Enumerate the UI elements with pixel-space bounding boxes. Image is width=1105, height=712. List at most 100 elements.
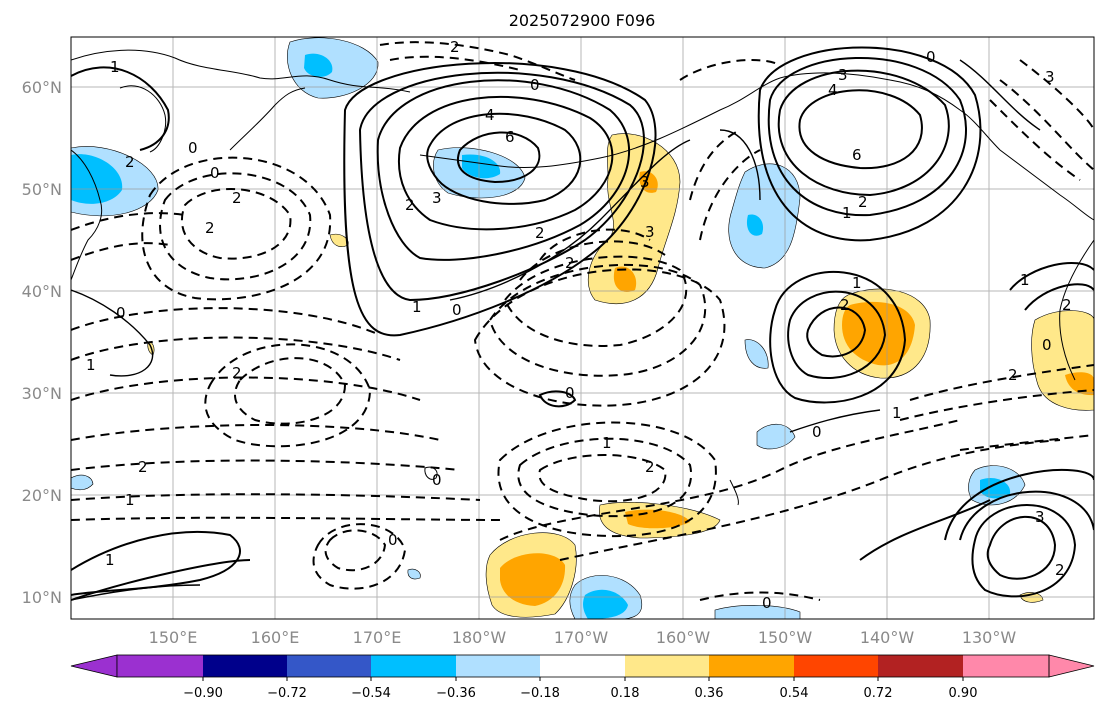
- contour-label: 1: [892, 404, 902, 422]
- contour-label: 0: [116, 304, 126, 322]
- contour-label: 2: [232, 189, 242, 207]
- contour-label: 2: [1055, 561, 1065, 579]
- lat-label: 40°N: [22, 282, 62, 301]
- contour-label: 2: [840, 296, 850, 314]
- colorbar-segment: [117, 655, 203, 677]
- lon-label: 160°E: [251, 628, 300, 647]
- anomaly-negative-core: [304, 53, 333, 77]
- contour-label: 1: [1020, 271, 1030, 289]
- contour-label: 3: [640, 173, 650, 191]
- plot-frame: [70, 36, 1095, 620]
- contour-label: 2: [1008, 366, 1018, 384]
- lon-label: 130°W: [962, 628, 1017, 647]
- contour-label: 6: [852, 146, 862, 164]
- colorbar-segment: [709, 655, 794, 677]
- contour-label: 0: [565, 384, 575, 402]
- contour-label: 1: [105, 551, 115, 569]
- anomaly-negative-region: [728, 163, 801, 269]
- contour-label: 0: [452, 301, 462, 319]
- contour-label: 2: [858, 193, 868, 211]
- colorbar-tick-label: −0.90: [183, 686, 223, 701]
- colorbar-segment: [963, 655, 1049, 677]
- contour-label: 0: [388, 531, 398, 549]
- contour-label: 2: [205, 219, 215, 237]
- contour-label: 1: [602, 434, 612, 452]
- contour-label: 2: [232, 364, 242, 382]
- colorbar-tick-label: 0.54: [780, 686, 809, 701]
- anomaly-negative-core: [980, 477, 1011, 499]
- contour-label: 3: [1035, 508, 1045, 526]
- lon-label: 150°W: [758, 628, 813, 647]
- colorbar-segment: [878, 655, 963, 677]
- anomaly-negative-core: [462, 154, 501, 179]
- anomaly-negative-region: [71, 474, 94, 491]
- contour-label: 6: [505, 128, 515, 146]
- coastlines: [71, 49, 1094, 506]
- lon-label: 170°W: [554, 628, 609, 647]
- contour-label: 0: [812, 423, 822, 441]
- colorbar-tick-label: 0.18: [611, 686, 640, 701]
- colorbar-segment: [625, 655, 709, 677]
- contour-label: 1: [110, 58, 120, 76]
- contour-label: 0: [210, 164, 220, 182]
- dashed-contours: [71, 41, 1094, 601]
- anomaly-positive-core: [613, 266, 637, 292]
- anomaly-negative-core: [746, 214, 764, 236]
- anomaly-negative-region: [407, 568, 421, 580]
- contour-label: 4: [485, 106, 495, 124]
- lon-label: 160°W: [656, 628, 711, 647]
- contour-label: 2: [645, 458, 655, 476]
- colorbar-lower-extend: [70, 654, 118, 678]
- contour-label: 0: [762, 594, 772, 612]
- lon-label: 150°E: [149, 628, 198, 647]
- colorbar-tick-label: 0.36: [695, 686, 724, 701]
- colorbar: −0.90 −0.72 −0.54 −0.36 −0.18 0.18 0.36 …: [70, 654, 1095, 701]
- contour-label: 3: [645, 223, 655, 241]
- colorbar-upper-extend: [1048, 654, 1095, 678]
- lat-label: 50°N: [22, 180, 62, 199]
- contour-label: 1: [86, 356, 96, 374]
- lat-label: 30°N: [22, 384, 62, 403]
- contour-label: 0: [432, 471, 442, 489]
- anomaly-positive-core: [1065, 372, 1094, 396]
- gridlines: [71, 37, 1094, 619]
- contour-label: 0: [926, 48, 936, 66]
- anomaly-positive-core: [500, 553, 566, 606]
- contour-label: 4: [828, 81, 838, 99]
- shaded-anomalies: [71, 37, 1094, 619]
- contour-label: 1: [842, 204, 852, 222]
- colorbar-tick-label: −0.72: [267, 686, 307, 701]
- contour-label: 2: [565, 254, 575, 272]
- anomaly-negative-core: [71, 154, 123, 204]
- contour-label: 2: [1062, 296, 1072, 314]
- longitude-labels: 150°E 160°E 170°E 180°W 170°W 160°W 150°…: [149, 628, 1017, 647]
- lat-label: 20°N: [22, 486, 62, 505]
- contour-label: 3: [838, 66, 848, 84]
- contour-label: 1: [125, 491, 135, 509]
- contour-label: 0: [188, 139, 198, 157]
- lat-label: 10°N: [22, 588, 62, 607]
- zero-contours: [71, 59, 1041, 601]
- contour-label: 2: [405, 196, 415, 214]
- contour-label: 2: [138, 458, 148, 476]
- colorbar-tick-label: −0.54: [351, 686, 391, 701]
- colorbar-segment: [287, 655, 371, 677]
- plot-area: [71, 37, 1094, 619]
- colorbar-tick-label: −0.18: [520, 686, 560, 701]
- contour-label: 3: [1045, 68, 1055, 86]
- contour-label: 2: [125, 153, 135, 171]
- colorbar-tick-label: −0.36: [436, 686, 476, 701]
- anomaly-positive-region: [587, 133, 681, 304]
- contour-label: 0: [1042, 336, 1052, 354]
- anomaly-negative-region: [714, 605, 801, 619]
- colorbar-segment: [371, 655, 456, 677]
- contour-label: 1: [852, 274, 862, 292]
- anomaly-negative-region: [744, 339, 769, 369]
- latitude-labels: 60°N 50°N 40°N 30°N 20°N 10°N: [22, 78, 62, 607]
- solid-contours: [71, 46, 1094, 601]
- anomaly-negative-region: [287, 37, 379, 99]
- contour-label: 2: [450, 38, 460, 56]
- contour-labels: 1 2 0 2 2 0 2 3 4 6 0 2 3 2 1 0 2 3 3 4 …: [86, 38, 1072, 612]
- map-title: 2025072900 F096: [509, 11, 656, 30]
